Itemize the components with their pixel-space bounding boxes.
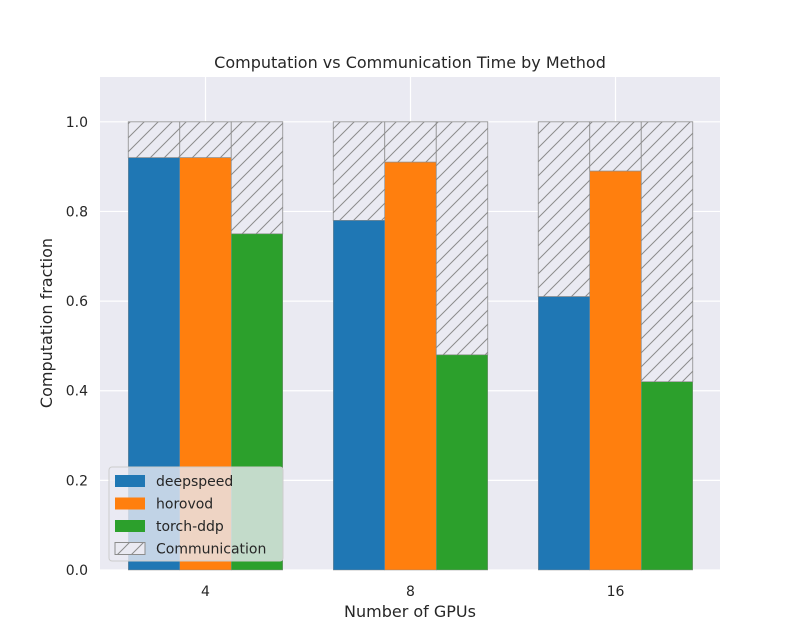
communication-bar-torch-ddp-8 [435, 121, 489, 356]
x-axis-label: Number of GPUs [344, 602, 476, 621]
legend-label: torch-ddp [156, 519, 224, 535]
y-tick-label: 0.0 [66, 563, 88, 579]
legend-swatch [115, 497, 145, 510]
chart-title: Computation vs Communication Time by Met… [214, 53, 606, 72]
communication-bar-torch-ddp-16 [640, 121, 694, 383]
legend-label: Communication [156, 542, 266, 558]
legend: deepspeed horovod torch-ddp Communication [108, 466, 284, 562]
y-tick-label: 0.8 [66, 204, 88, 220]
legend-label: horovod [156, 497, 213, 513]
legend-label: deepspeed [156, 474, 233, 490]
legend-swatch [115, 475, 145, 487]
communication-bar-deepspeed-8 [332, 121, 386, 221]
y-tick-label: 0.4 [66, 384, 88, 400]
communication-bar-horovod-8 [384, 121, 437, 163]
x-tick-label: 4 [201, 584, 210, 600]
computation-bar-horovod-8 [384, 161, 437, 571]
computation-bar-torch-ddp-8 [436, 354, 488, 571]
legend-box [108, 466, 284, 562]
y-tick-label: 0.2 [66, 473, 88, 489]
y-tick-label: 0.6 [66, 294, 88, 310]
y-axis-label: Computation fraction [37, 238, 56, 408]
communication-bar-torch-ddp-4 [230, 121, 284, 235]
computation-bar-horovod-16 [589, 170, 642, 571]
communication-bar-deepspeed-4 [127, 121, 181, 159]
communication-bar-horovod-4 [179, 121, 232, 159]
legend-swatch [114, 542, 146, 555]
computation-bar-deepspeed-16 [538, 296, 590, 571]
y-tick-label: 1.0 [66, 115, 88, 131]
computation-bar-deepspeed-8 [333, 220, 385, 571]
computation-bar-torch-ddp-16 [641, 381, 693, 571]
x-tick-label: 16 [607, 584, 625, 600]
legend-swatch [115, 520, 145, 532]
x-tick-label: 8 [406, 584, 415, 600]
communication-bar-horovod-16 [589, 121, 642, 172]
communication-bar-deepspeed-16 [537, 121, 591, 298]
